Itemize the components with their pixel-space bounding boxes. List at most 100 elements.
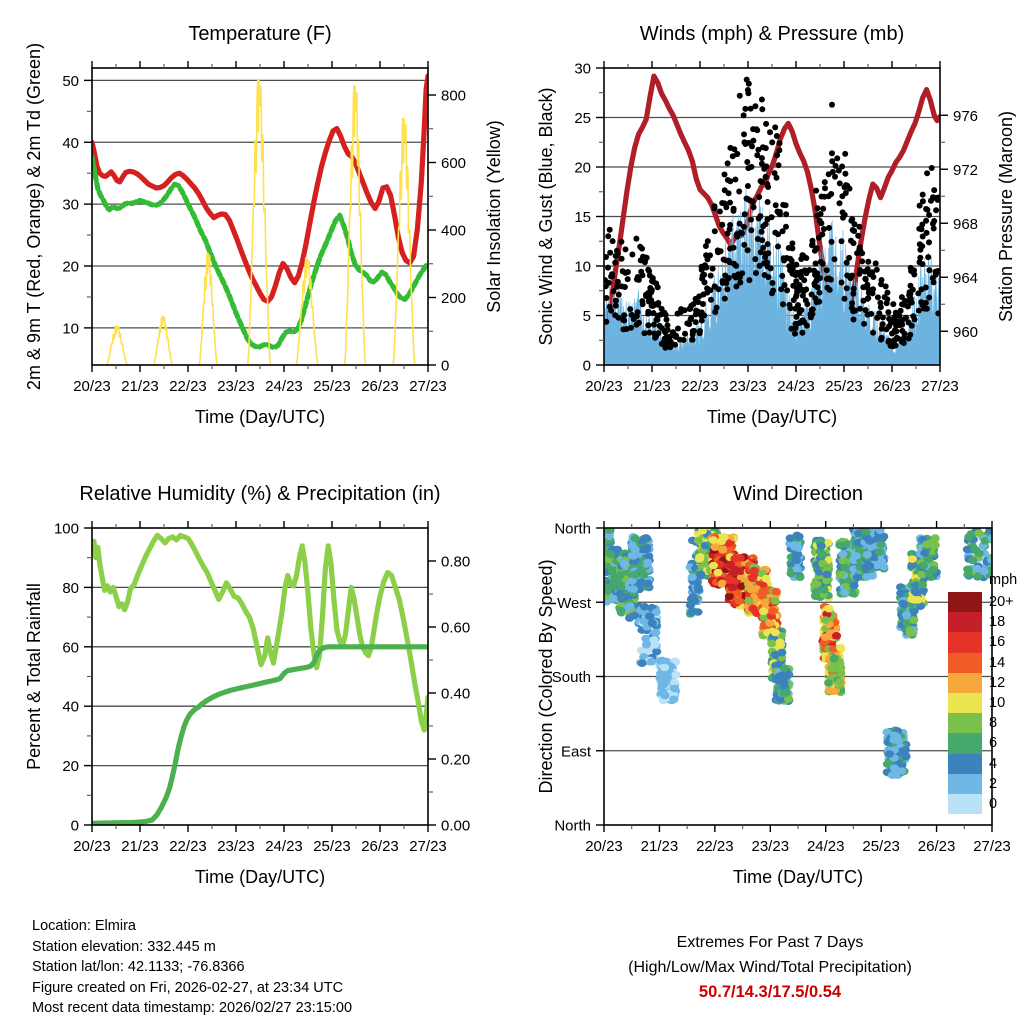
y2-tick-label: 976 xyxy=(953,108,978,125)
x-tick-label: 25/23 xyxy=(862,838,900,855)
series-solar-insolation xyxy=(295,257,319,365)
series-solar-insolation xyxy=(198,252,219,365)
x-tick-label: 26/23 xyxy=(873,378,911,395)
x-tick-label: 25/23 xyxy=(313,378,351,395)
colorbar-row: 10 xyxy=(948,692,1017,714)
colorbar-row: 16 xyxy=(948,632,1017,653)
x-tick-label: 22/23 xyxy=(696,838,734,855)
series-wind-direction-points xyxy=(604,528,992,779)
colorbar-label: 4 xyxy=(989,755,998,772)
colorbar-swatch xyxy=(948,753,982,774)
y-axis-label: 2m & 9m T (Red, Orange) & 2m Td (Green) xyxy=(24,43,44,390)
series-total-rainfall-in xyxy=(92,644,428,825)
colorbar-label: 20+ xyxy=(989,594,1014,611)
colorbar-row: 2 xyxy=(948,773,1017,794)
x-tick-label: 20/23 xyxy=(585,838,623,855)
y-tick-label: 60 xyxy=(62,639,79,656)
y-tick-label: 0 xyxy=(583,358,591,375)
x-tick-label: 21/23 xyxy=(633,378,671,395)
x-tick-label: 26/23 xyxy=(361,838,399,855)
colorbar-row: 0 xyxy=(948,793,1017,815)
metadata-line: Station elevation: 332.445 m xyxy=(32,938,216,955)
extremes-summary: Extremes For Past 7 Days (High/Low/Max W… xyxy=(560,930,980,1005)
colorbar-label: 0 xyxy=(989,795,998,812)
y2-tick-label: 964 xyxy=(953,270,978,287)
chart-title: Wind Direction xyxy=(733,483,863,505)
colorbar-swatch xyxy=(948,773,982,794)
metadata-line: Most recent data timestamp: 2026/02/27 2… xyxy=(32,1000,353,1017)
y2-tick-label: 0.40 xyxy=(441,686,470,703)
series-station-pressure-maroon xyxy=(604,73,940,348)
x-tick-label: 27/23 xyxy=(921,378,959,395)
colorbar-row: 12 xyxy=(948,672,1017,693)
x-tick-label: 24/23 xyxy=(777,378,815,395)
x-tick-label: 20/23 xyxy=(73,378,111,395)
colorbar-row: 8 xyxy=(948,713,1017,734)
y-tick-label: 100 xyxy=(54,521,79,538)
y2-tick-label: 0.60 xyxy=(441,620,470,637)
colorbar-swatch xyxy=(948,612,982,633)
colorbar-row: 6 xyxy=(948,733,1017,754)
colorbar-label: 10 xyxy=(989,695,1006,712)
series-relative-humidity xyxy=(92,532,428,733)
y-tick-label: North xyxy=(554,818,591,835)
x-tick-label: 27/23 xyxy=(973,838,1011,855)
y-tick-label: West xyxy=(557,595,592,612)
y2-axis-label: Station Pressure (Maroon) xyxy=(996,111,1016,322)
y-tick-label: East xyxy=(561,743,592,760)
colorbar-label: 2 xyxy=(989,775,998,792)
y-axis-label: Direction (Colored By Speed) xyxy=(536,559,556,793)
y2-tick-label: 800 xyxy=(441,88,466,105)
series-solar-insolation xyxy=(392,117,416,365)
y-tick-label: 40 xyxy=(62,135,79,152)
y2-tick-label: 960 xyxy=(953,324,978,341)
colorbar-swatch xyxy=(948,793,982,815)
x-tick-label: 20/23 xyxy=(585,378,623,395)
y-tick-label: 20 xyxy=(62,758,79,775)
colorbar-label: 12 xyxy=(989,674,1006,691)
x-tick-label: 27/23 xyxy=(409,378,447,395)
y-tick-label: 20 xyxy=(62,259,79,276)
chart-panel-temperature: Temperature (F) 20/23 21/23 22/23 23/23 24/23… xyxy=(0,0,512,460)
x-tick-label: 21/23 xyxy=(641,838,679,855)
colorbar-swatch xyxy=(948,672,982,693)
chart-panel-wind-direction: Wind Direction 20/23 21/23 22/23 23/23 24/23 2… xyxy=(512,460,1024,920)
metadata-line: Location: Elmira xyxy=(32,918,136,934)
x-tick-label: 25/23 xyxy=(313,838,351,855)
y2-axis-label: Solar Insolation (Yellow) xyxy=(484,120,504,312)
y2-tick-label: 0.20 xyxy=(441,752,470,769)
y2-tick-label: 400 xyxy=(441,223,466,240)
x-tick-label: 22/23 xyxy=(169,378,207,395)
extremes-heading: Extremes For Past 7 Days xyxy=(676,934,864,951)
colorbar-swatch xyxy=(948,733,982,754)
colorbar-label: 18 xyxy=(989,614,1006,631)
colorbar-swatch xyxy=(948,592,982,613)
series-solar-insolation xyxy=(343,85,367,365)
colorbar-row: 4 xyxy=(948,753,1017,774)
metadata-line: Figure created on Fri, 2026-02-27, at 23… xyxy=(32,979,344,996)
y-tick-label: 40 xyxy=(62,699,79,716)
x-tick-label: 26/23 xyxy=(361,378,399,395)
x-axis-label: Time (Day/UTC) xyxy=(707,407,837,427)
chart-panel-humidity-precip: Relative Humidity (%) & Precipitation (i… xyxy=(0,460,512,920)
wind-speed-colorbar: mph 20+ 18 16 14 12 10 8 6 4 2 0 xyxy=(948,572,1017,815)
x-tick-label: 26/23 xyxy=(918,838,956,855)
x-tick-label: 22/23 xyxy=(169,838,207,855)
x-tick-label: 22/23 xyxy=(681,378,719,395)
colorbar-label: 14 xyxy=(989,654,1006,671)
colorbar-swatch xyxy=(948,652,982,673)
x-tick-label: 24/23 xyxy=(265,378,303,395)
colorbar-row: 20+ xyxy=(948,592,1017,613)
y-axis-label: Percent & Total Rainfall xyxy=(24,583,44,770)
y-tick-label: 0 xyxy=(71,818,79,835)
y2-tick-label: 200 xyxy=(441,290,466,307)
y-tick-label: 15 xyxy=(574,209,591,226)
y-tick-label: 10 xyxy=(574,259,591,276)
y-axis-label: Sonic Wind & Gust (Blue, Black) xyxy=(536,87,556,345)
station-metadata: Location: Elmira Station elevation: 332.4… xyxy=(32,916,352,1019)
series-gust xyxy=(604,76,940,351)
colorbar-swatch xyxy=(948,632,982,653)
y-tick-label: 50 xyxy=(62,73,79,90)
series-solar-insolation xyxy=(246,78,272,365)
metadata-line: Station lat/lon: 42.1133; -76.8366 xyxy=(32,959,245,976)
